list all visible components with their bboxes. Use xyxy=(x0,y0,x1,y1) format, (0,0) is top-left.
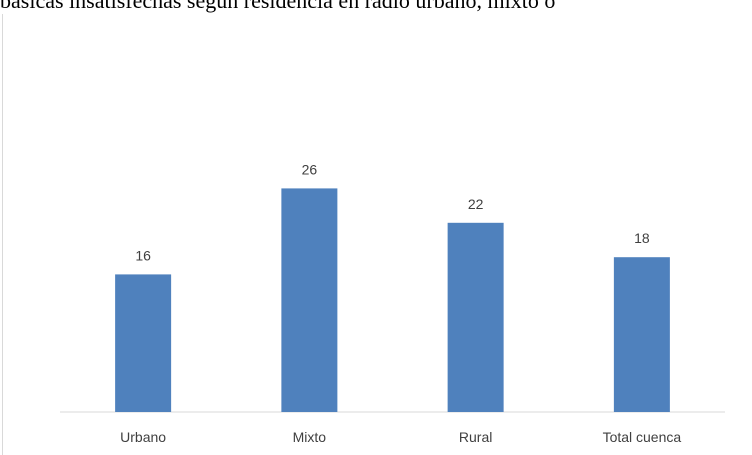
bar-total-cuenca xyxy=(613,257,670,412)
bar-rural xyxy=(447,222,504,412)
bar-urbano xyxy=(115,274,172,412)
x-tick-label: Total cuenca xyxy=(603,429,682,445)
data-label: 18 xyxy=(634,230,650,246)
x-tick-label: Urbano xyxy=(120,429,166,445)
x-tick-label: Mixto xyxy=(293,429,327,445)
x-tick-label: Rural xyxy=(459,429,492,445)
data-label: 22 xyxy=(468,196,484,212)
bars-group xyxy=(115,188,670,412)
data-label: 26 xyxy=(302,161,318,177)
chart-frame xyxy=(2,14,750,455)
bar-mixto xyxy=(281,188,338,412)
tick-labels-group: Urbano Mixto Rural Total cuenca xyxy=(120,429,681,445)
caption-fragment: básicas insatisfechas según residencia e… xyxy=(0,0,556,13)
data-labels-group: 16 26 22 18 xyxy=(135,161,650,263)
data-label: 16 xyxy=(135,247,151,263)
